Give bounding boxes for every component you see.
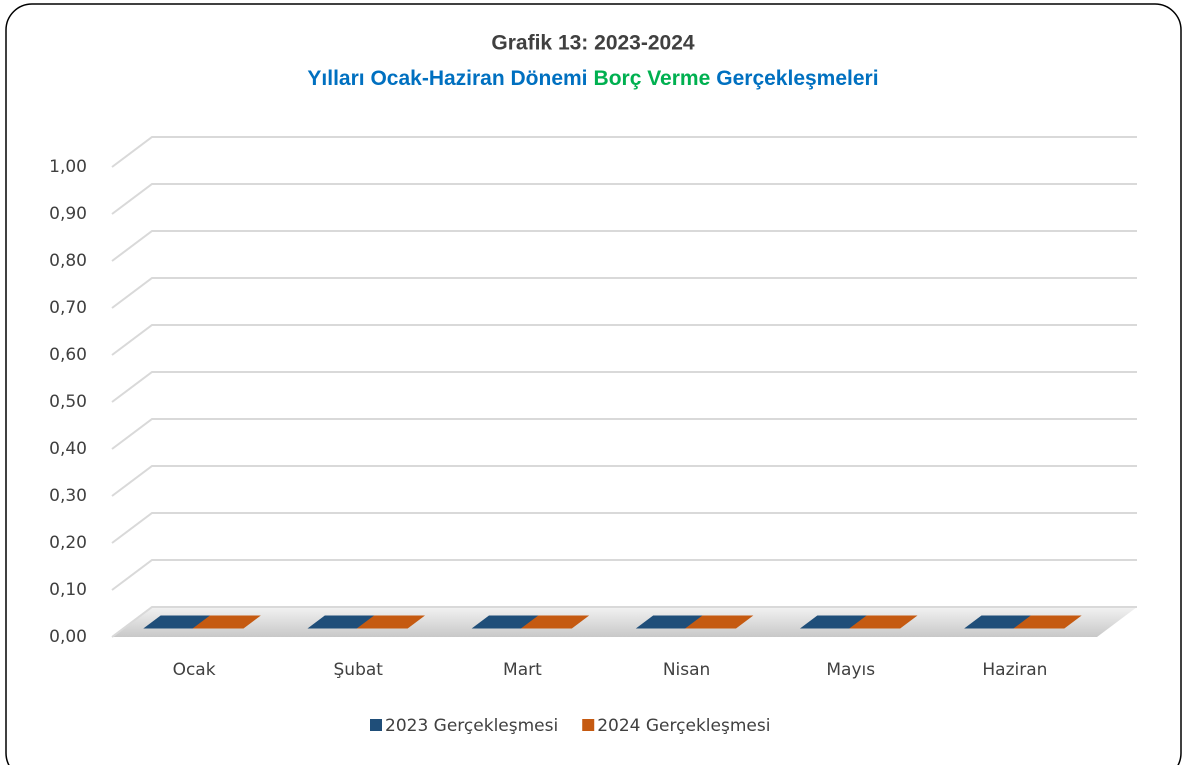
subtitle-part: Gerçekleşmeleri [716,67,878,90]
y-tick-label: 0,70 [49,298,87,318]
bar-top [685,615,754,629]
bar-top [1013,615,1082,629]
legend-swatch [370,719,382,731]
grid-line [111,606,1137,638]
grid-line [111,512,1137,544]
y-tick-label: 1,00 [49,157,87,177]
x-tick-label: Nisan [663,660,711,680]
grid-line [111,371,1137,403]
legend-swatch [582,719,595,731]
subtitle-part: Borç Verme [594,67,711,90]
subtitle-part: Yılları Ocak-Haziran Dönemi [307,67,587,90]
bar [849,615,918,629]
x-tick-label: Mayıs [826,660,875,680]
bar [685,615,754,629]
x-tick-label: Şubat [334,660,384,680]
bar [1013,615,1082,629]
bar [192,615,261,629]
y-tick-label: 0,60 [49,345,87,365]
bar-top [192,615,261,629]
grid-line [111,277,1137,309]
y-tick-label: 0,90 [49,204,87,224]
bar-top [849,615,918,629]
x-tick-label: Haziran [982,660,1047,680]
grid-line [111,230,1137,262]
chart-title: Grafik 13: 2023-2024 [491,32,694,55]
y-tick-label: 0,30 [49,486,87,506]
grid-line [111,136,1137,168]
x-tick-label: Ocak [173,660,216,680]
y-tick-label: 0,40 [49,439,87,459]
legend-label: 2024 Gerçekleşmesi [597,716,770,736]
legend-label: 2023 Gerçekleşmesi [385,716,558,736]
grid-line [111,324,1137,356]
bar [356,615,425,629]
y-tick-label: 0,20 [49,533,87,553]
grid-line [111,183,1137,215]
y-tick-label: 0,80 [49,251,87,271]
y-tick-label: 0,50 [49,392,87,412]
grid-line [111,559,1137,591]
y-tick-label: 0,00 [49,627,87,647]
grid-line [111,418,1137,450]
bar-top [356,615,425,629]
bar-top [520,615,590,629]
bar [520,615,590,629]
frame [5,3,1182,765]
floor [112,607,1137,637]
chart-subtitle: Yılları Ocak-Haziran Dönemi Borç Verme Ger… [307,67,878,90]
grid-line [111,465,1137,497]
x-tick-label: Mart [503,660,542,680]
y-tick-label: 0,10 [49,580,87,600]
